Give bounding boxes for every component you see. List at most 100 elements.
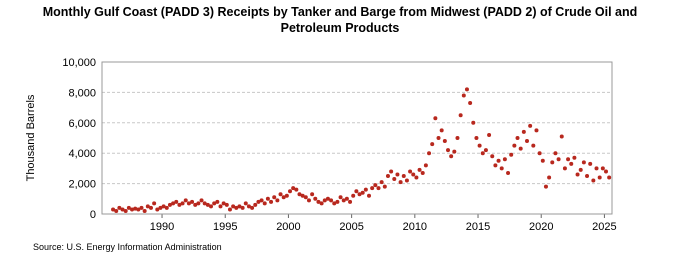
data-point bbox=[344, 196, 349, 201]
x-tick-label: 1990 bbox=[150, 221, 174, 233]
y-tick-label: 4,000 bbox=[68, 148, 96, 160]
data-point bbox=[155, 207, 160, 212]
data-point bbox=[136, 207, 141, 212]
data-point bbox=[502, 157, 507, 162]
data-point bbox=[272, 195, 277, 200]
data-point bbox=[575, 172, 580, 177]
data-point bbox=[306, 198, 311, 203]
data-point bbox=[152, 201, 157, 206]
data-point bbox=[196, 201, 201, 206]
data-point bbox=[493, 163, 498, 168]
data-point bbox=[528, 123, 533, 128]
data-point bbox=[215, 199, 220, 204]
data-point bbox=[404, 178, 409, 183]
data-point bbox=[148, 205, 153, 210]
data-point bbox=[133, 206, 138, 211]
data-point bbox=[212, 201, 217, 206]
data-point bbox=[474, 136, 479, 140]
data-point bbox=[373, 183, 378, 188]
data-point bbox=[392, 177, 397, 182]
data-point bbox=[234, 205, 239, 210]
data-point bbox=[483, 148, 488, 153]
data-point bbox=[111, 207, 116, 212]
data-point bbox=[297, 192, 302, 197]
data-point bbox=[423, 163, 428, 168]
data-point bbox=[341, 198, 346, 203]
data-point bbox=[161, 204, 166, 209]
data-point bbox=[265, 196, 270, 201]
data-point bbox=[471, 120, 476, 125]
data-point bbox=[174, 199, 179, 204]
data-point bbox=[335, 199, 340, 204]
data-point bbox=[417, 167, 422, 172]
x-tick-label: 2005 bbox=[339, 221, 363, 233]
data-point bbox=[395, 172, 400, 177]
data-point bbox=[540, 158, 545, 163]
data-point bbox=[569, 161, 574, 166]
data-point bbox=[171, 201, 176, 206]
data-point bbox=[322, 198, 327, 203]
data-point bbox=[559, 134, 564, 139]
data-point bbox=[398, 180, 403, 185]
data-point bbox=[427, 151, 432, 156]
data-point bbox=[543, 184, 548, 189]
data-point bbox=[114, 208, 119, 213]
data-point bbox=[186, 201, 191, 206]
data-point bbox=[420, 170, 425, 175]
data-point bbox=[227, 207, 232, 212]
data-point bbox=[458, 113, 463, 118]
data-point bbox=[578, 167, 583, 172]
data-point bbox=[581, 160, 586, 165]
data-point bbox=[436, 136, 441, 140]
data-point bbox=[439, 128, 444, 133]
x-tick-label: 2015 bbox=[466, 221, 490, 233]
data-point bbox=[246, 204, 251, 209]
data-point bbox=[376, 186, 381, 191]
data-point bbox=[351, 193, 356, 198]
data-point bbox=[360, 190, 365, 195]
data-point bbox=[430, 142, 435, 147]
data-point bbox=[180, 201, 185, 206]
data-point bbox=[477, 143, 482, 148]
data-point bbox=[556, 157, 561, 162]
data-point bbox=[142, 208, 147, 213]
data-point bbox=[597, 175, 602, 180]
data-point bbox=[243, 201, 248, 206]
data-point bbox=[123, 208, 128, 213]
data-point bbox=[531, 143, 536, 148]
data-point bbox=[363, 187, 368, 192]
data-point bbox=[325, 196, 330, 201]
data-point bbox=[288, 189, 293, 194]
data-point bbox=[385, 174, 390, 178]
data-point bbox=[319, 201, 324, 206]
data-point bbox=[382, 184, 387, 189]
y-tick-label: 10,000 bbox=[62, 57, 96, 69]
data-point bbox=[357, 192, 362, 197]
data-point bbox=[496, 158, 501, 163]
data-point bbox=[158, 205, 163, 210]
data-point bbox=[550, 160, 555, 165]
data-point bbox=[278, 192, 283, 197]
data-point bbox=[329, 198, 334, 203]
data-point bbox=[572, 155, 577, 160]
data-point bbox=[468, 101, 473, 106]
source-note: Source: U.S. Energy Information Administ… bbox=[33, 242, 222, 252]
data-point bbox=[547, 175, 552, 180]
data-point bbox=[591, 178, 596, 183]
data-point bbox=[537, 151, 542, 156]
data-point bbox=[316, 199, 321, 204]
data-point bbox=[411, 172, 416, 177]
data-point bbox=[499, 166, 504, 171]
data-point bbox=[367, 193, 372, 198]
data-point bbox=[487, 132, 492, 137]
data-point bbox=[455, 136, 460, 140]
data-point bbox=[120, 207, 125, 212]
x-tick-label: 2010 bbox=[403, 221, 427, 233]
data-point bbox=[338, 195, 343, 200]
chart-title: Monthly Gulf Coast (PADD 3) Receipts by … bbox=[42, 5, 638, 35]
data-point bbox=[313, 196, 318, 201]
data-point bbox=[303, 195, 308, 200]
data-point bbox=[202, 201, 207, 206]
